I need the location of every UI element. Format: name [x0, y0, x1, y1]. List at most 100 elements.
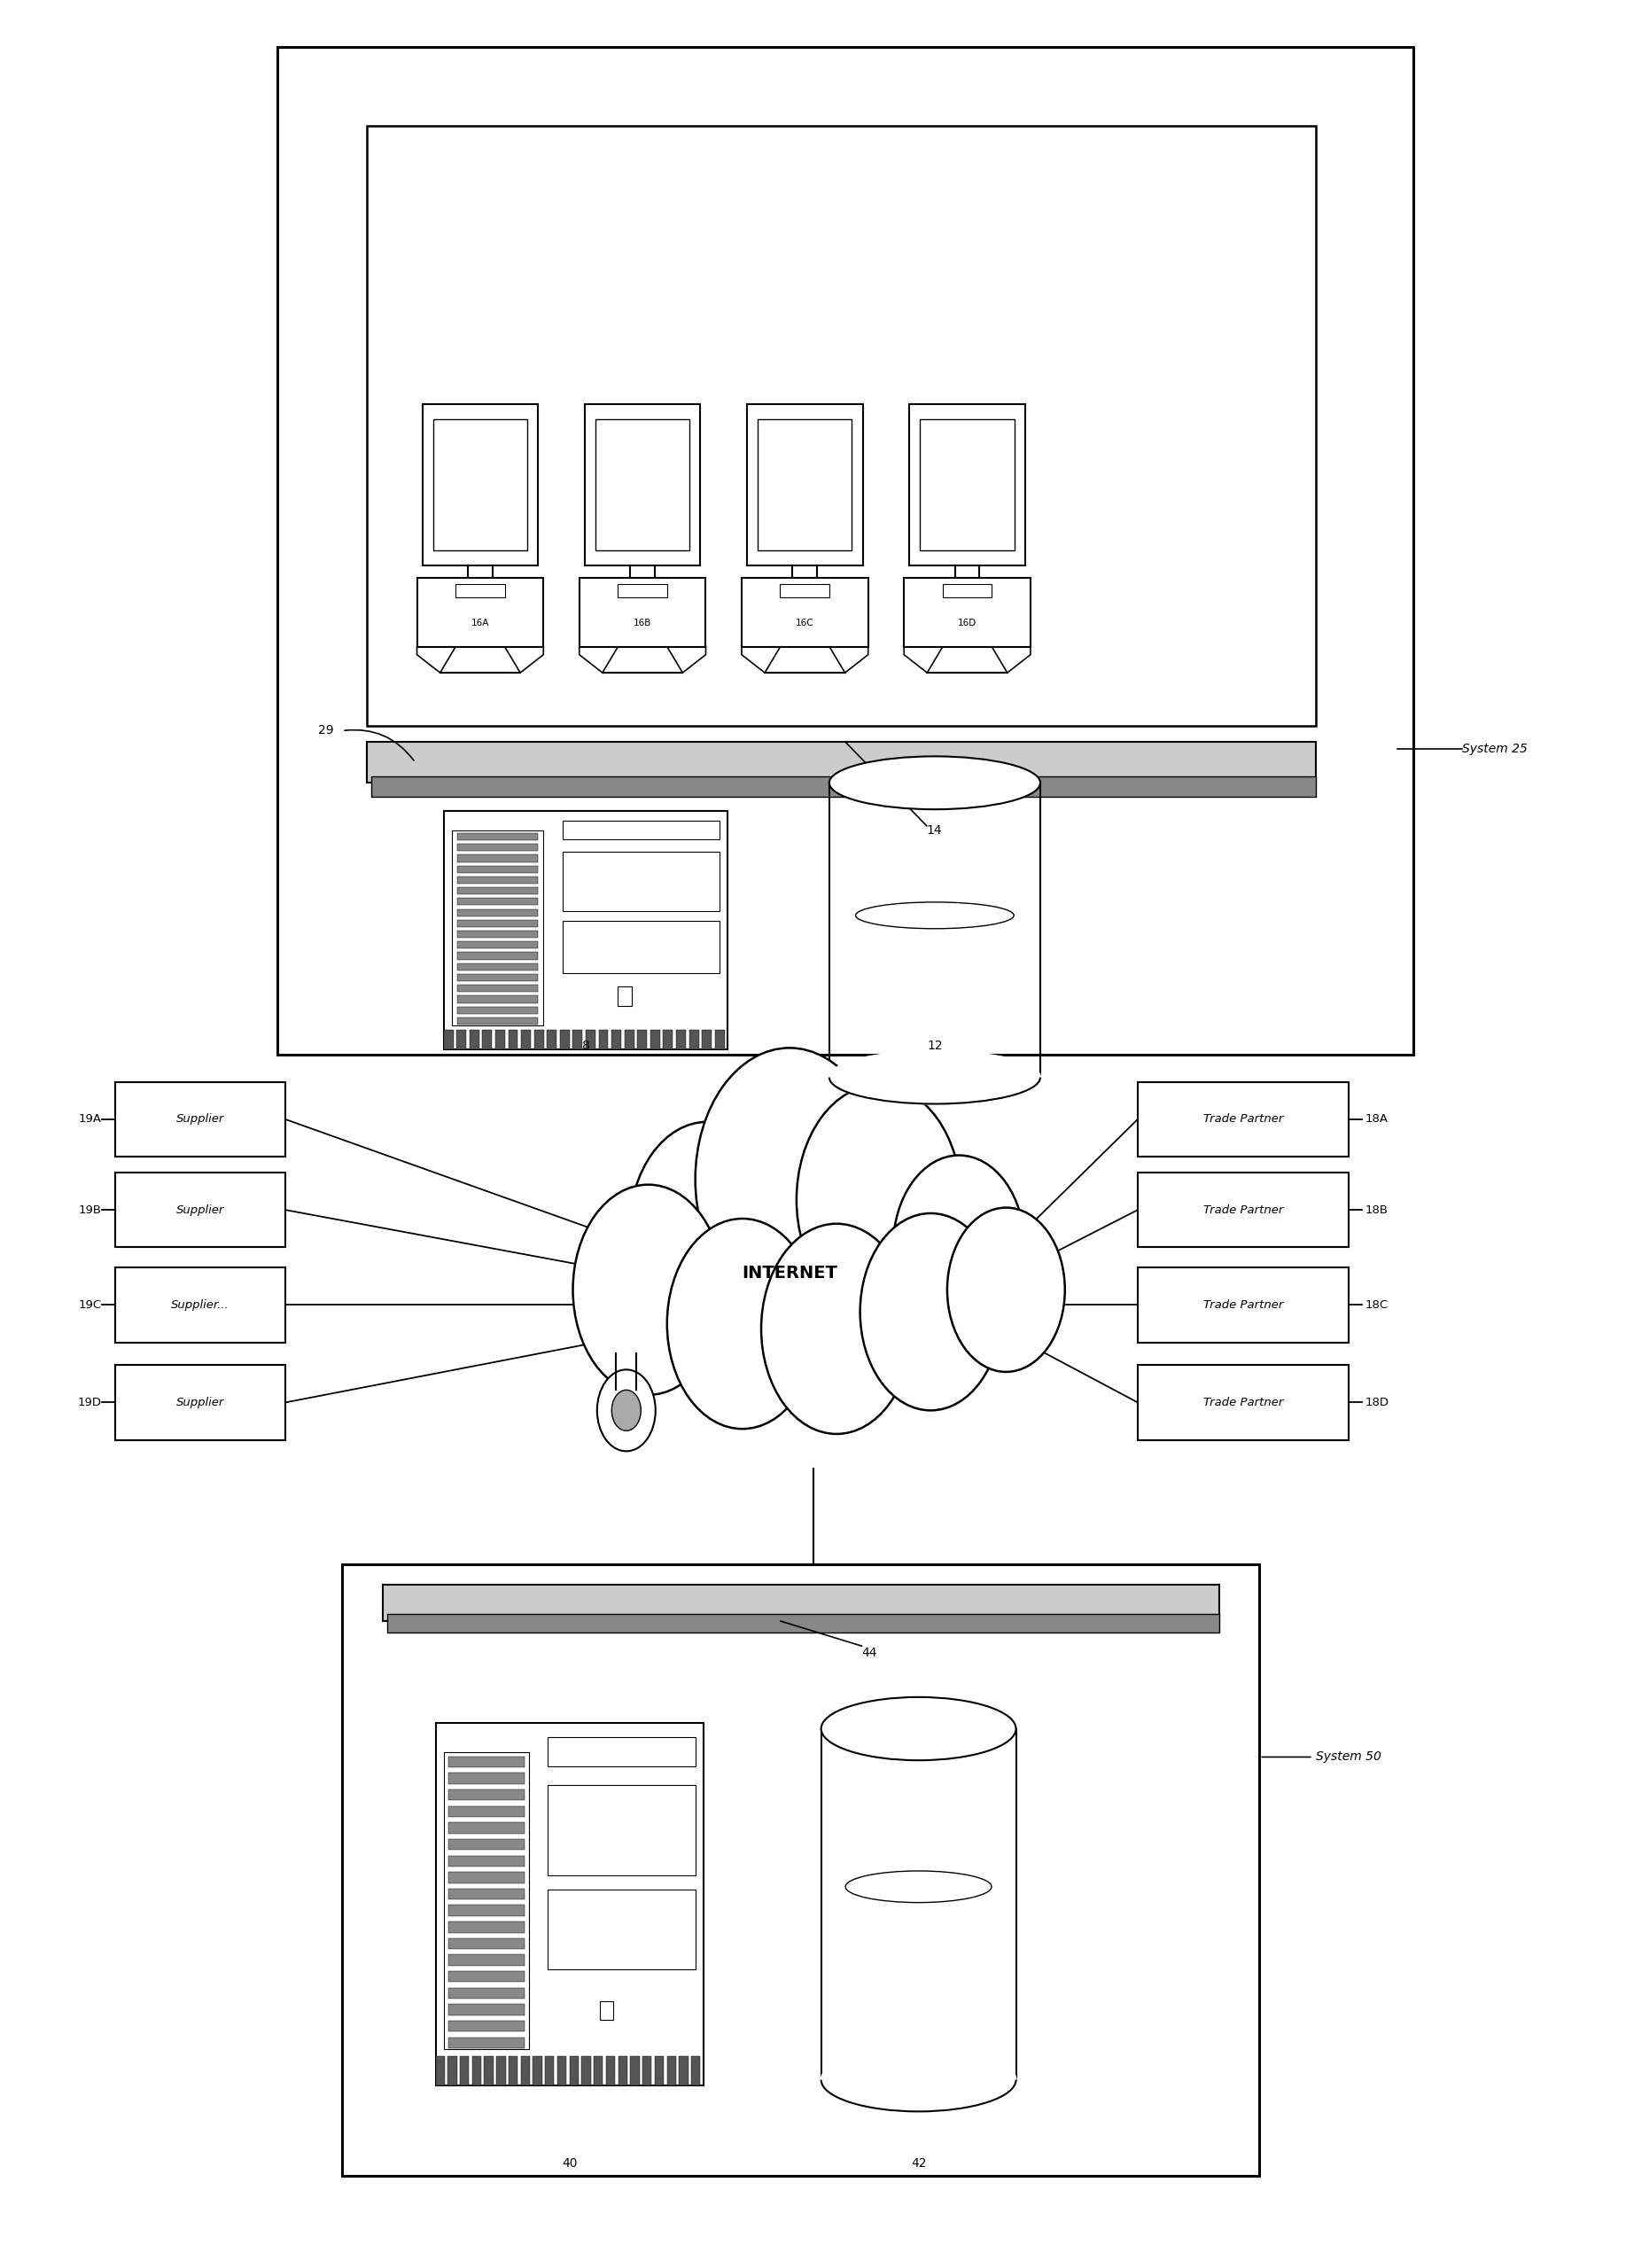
FancyBboxPatch shape	[689, 1030, 699, 1050]
FancyBboxPatch shape	[449, 1789, 525, 1801]
FancyBboxPatch shape	[667, 2057, 676, 2087]
Text: 18B: 18B	[1364, 1204, 1389, 1216]
Circle shape	[860, 1213, 1002, 1411]
FancyBboxPatch shape	[457, 832, 538, 841]
FancyBboxPatch shape	[449, 1805, 525, 1817]
Text: 12: 12	[927, 1041, 943, 1052]
Text: 19C: 19C	[78, 1300, 102, 1311]
FancyBboxPatch shape	[449, 1939, 525, 1948]
FancyBboxPatch shape	[449, 1823, 525, 1833]
Text: 16C: 16C	[795, 619, 815, 628]
FancyBboxPatch shape	[457, 1018, 538, 1025]
Ellipse shape	[821, 1696, 1016, 1760]
Text: 19B: 19B	[78, 1204, 102, 1216]
FancyBboxPatch shape	[457, 909, 538, 916]
FancyBboxPatch shape	[702, 1030, 712, 1050]
Ellipse shape	[821, 2048, 1016, 2112]
FancyBboxPatch shape	[416, 578, 543, 646]
FancyBboxPatch shape	[447, 2057, 457, 2087]
FancyBboxPatch shape	[746, 404, 863, 565]
FancyBboxPatch shape	[548, 1785, 696, 1876]
Text: 18A: 18A	[1364, 1114, 1389, 1125]
Circle shape	[948, 1207, 1065, 1372]
FancyBboxPatch shape	[663, 1030, 673, 1050]
FancyBboxPatch shape	[382, 1585, 1220, 1622]
FancyBboxPatch shape	[618, 585, 667, 596]
Polygon shape	[504, 646, 543, 674]
FancyBboxPatch shape	[606, 2057, 615, 2087]
Circle shape	[696, 1048, 883, 1311]
FancyBboxPatch shape	[715, 1030, 725, 1050]
FancyBboxPatch shape	[371, 776, 1317, 796]
FancyBboxPatch shape	[943, 585, 992, 596]
FancyBboxPatch shape	[780, 585, 829, 596]
FancyBboxPatch shape	[276, 48, 1413, 1055]
FancyBboxPatch shape	[598, 1030, 608, 1050]
FancyBboxPatch shape	[509, 2057, 517, 2087]
FancyBboxPatch shape	[1138, 1365, 1350, 1440]
FancyBboxPatch shape	[1138, 1173, 1350, 1247]
FancyBboxPatch shape	[449, 1955, 525, 1966]
FancyBboxPatch shape	[1138, 1268, 1350, 1343]
FancyBboxPatch shape	[563, 850, 719, 912]
Text: 16D: 16D	[958, 619, 977, 628]
FancyBboxPatch shape	[680, 2057, 688, 2087]
FancyBboxPatch shape	[387, 1615, 1220, 1633]
FancyBboxPatch shape	[920, 420, 1015, 551]
FancyBboxPatch shape	[457, 941, 538, 948]
FancyBboxPatch shape	[449, 1921, 525, 1932]
FancyBboxPatch shape	[433, 420, 527, 551]
FancyBboxPatch shape	[115, 1082, 285, 1157]
FancyBboxPatch shape	[449, 1839, 525, 1851]
FancyBboxPatch shape	[559, 1030, 569, 1050]
FancyBboxPatch shape	[449, 1871, 525, 1882]
FancyBboxPatch shape	[457, 844, 538, 850]
FancyBboxPatch shape	[455, 585, 504, 596]
FancyBboxPatch shape	[618, 987, 633, 1007]
FancyBboxPatch shape	[449, 1889, 525, 1901]
FancyBboxPatch shape	[115, 1268, 285, 1343]
FancyBboxPatch shape	[520, 1030, 530, 1050]
Circle shape	[611, 1390, 641, 1431]
FancyBboxPatch shape	[548, 1889, 696, 1969]
Text: 8: 8	[582, 1041, 590, 1052]
Circle shape	[761, 1225, 912, 1433]
FancyBboxPatch shape	[509, 1030, 519, 1050]
Text: 40: 40	[561, 2157, 577, 2170]
Text: Trade Partner: Trade Partner	[1203, 1300, 1283, 1311]
FancyBboxPatch shape	[457, 898, 538, 905]
FancyBboxPatch shape	[449, 1774, 525, 1785]
FancyBboxPatch shape	[741, 578, 868, 646]
Circle shape	[797, 1084, 961, 1315]
FancyBboxPatch shape	[457, 973, 538, 982]
FancyBboxPatch shape	[449, 2037, 525, 2048]
Text: 18C: 18C	[1364, 1300, 1389, 1311]
Circle shape	[629, 1123, 785, 1338]
FancyBboxPatch shape	[533, 1030, 543, 1050]
FancyBboxPatch shape	[545, 2057, 554, 2087]
FancyBboxPatch shape	[582, 2057, 590, 2087]
Polygon shape	[741, 646, 780, 674]
Text: Supplier: Supplier	[176, 1114, 224, 1125]
FancyBboxPatch shape	[457, 953, 538, 959]
Polygon shape	[416, 646, 455, 674]
Text: Supplier: Supplier	[176, 1397, 224, 1408]
FancyBboxPatch shape	[496, 2057, 506, 2087]
FancyBboxPatch shape	[533, 2057, 541, 2087]
Polygon shape	[992, 646, 1031, 674]
FancyBboxPatch shape	[457, 964, 538, 971]
FancyBboxPatch shape	[115, 1365, 285, 1440]
FancyBboxPatch shape	[457, 875, 538, 885]
FancyBboxPatch shape	[444, 1030, 454, 1050]
FancyBboxPatch shape	[449, 2005, 525, 2016]
Text: System 50: System 50	[1317, 1751, 1382, 1762]
FancyBboxPatch shape	[579, 578, 706, 646]
Text: Trade Partner: Trade Partner	[1203, 1114, 1283, 1125]
Text: 29: 29	[319, 723, 333, 737]
FancyBboxPatch shape	[449, 2021, 525, 2032]
FancyBboxPatch shape	[449, 1905, 525, 1916]
Polygon shape	[667, 646, 706, 674]
Text: System 25: System 25	[1462, 742, 1528, 755]
FancyBboxPatch shape	[637, 1030, 647, 1050]
Text: 18D: 18D	[1364, 1397, 1389, 1408]
